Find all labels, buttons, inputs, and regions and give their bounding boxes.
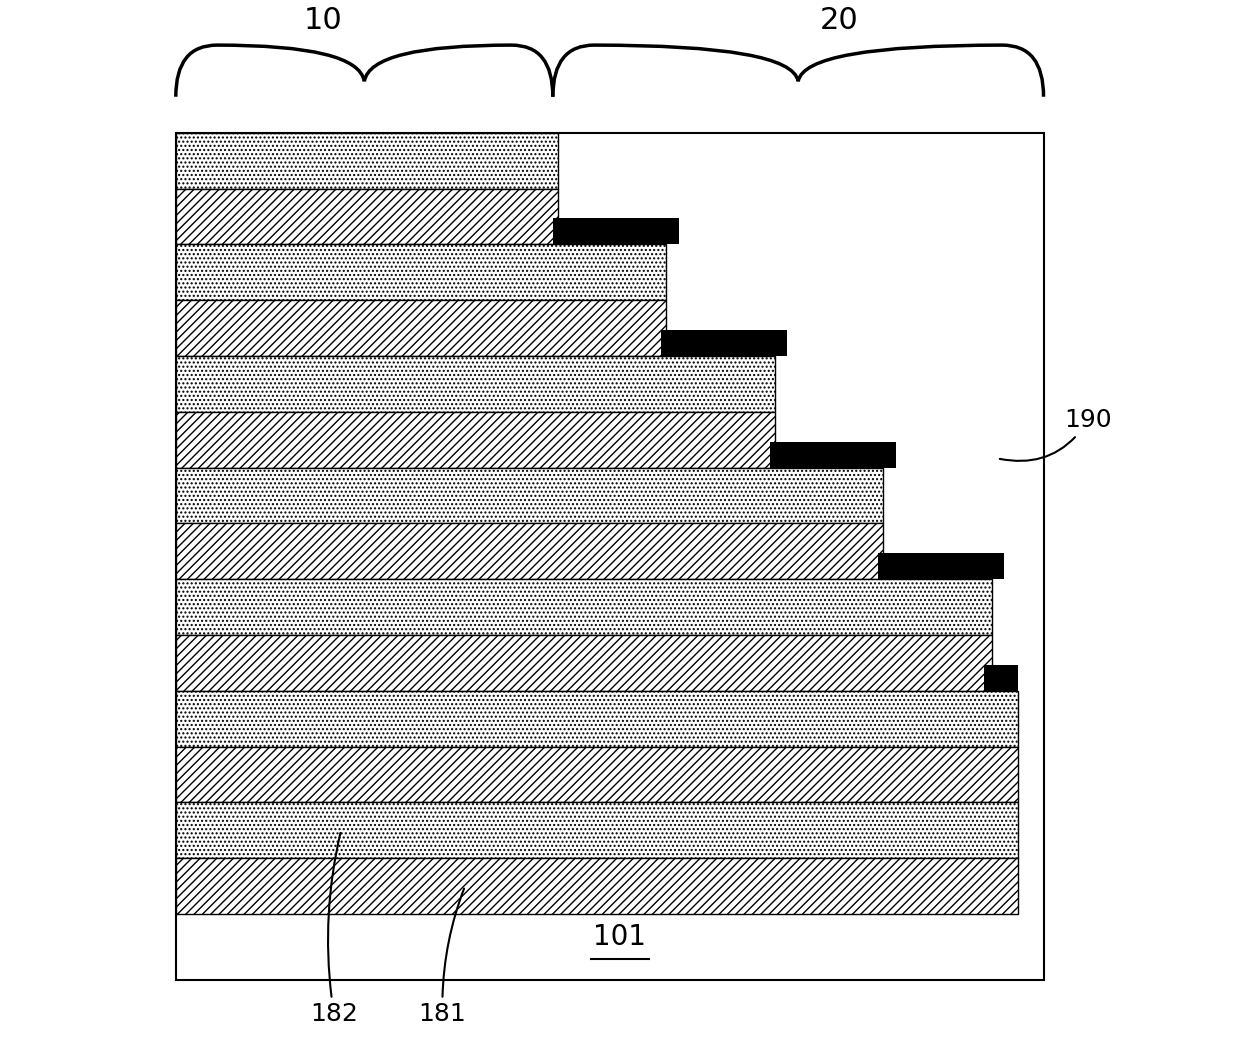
Bar: [176, 356, 775, 412]
Bar: [176, 523, 883, 579]
Bar: [176, 635, 992, 691]
Bar: [176, 133, 558, 189]
Bar: [176, 579, 992, 635]
Text: 190: 190: [999, 408, 1112, 461]
Bar: [176, 746, 1018, 802]
Text: 181: 181: [419, 889, 466, 1026]
Bar: [176, 189, 558, 245]
Bar: [176, 300, 666, 356]
Bar: [176, 412, 775, 468]
Bar: [176, 802, 1018, 859]
Bar: [983, 665, 1018, 691]
Bar: [176, 691, 1018, 746]
Bar: [176, 245, 666, 300]
Bar: [661, 330, 787, 356]
Bar: [770, 442, 895, 468]
Text: 101: 101: [594, 922, 646, 950]
Bar: [553, 219, 678, 245]
Bar: [878, 553, 1004, 579]
Bar: [176, 859, 1018, 914]
Text: 182: 182: [310, 833, 358, 1026]
Bar: [176, 133, 1044, 981]
Text: 10: 10: [304, 6, 342, 34]
Bar: [176, 468, 883, 523]
Text: 20: 20: [820, 6, 859, 34]
